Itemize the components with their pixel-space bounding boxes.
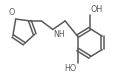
Text: HO: HO — [64, 64, 77, 73]
Text: OH: OH — [91, 5, 103, 14]
Text: O: O — [8, 8, 15, 17]
Text: NH: NH — [54, 30, 65, 39]
